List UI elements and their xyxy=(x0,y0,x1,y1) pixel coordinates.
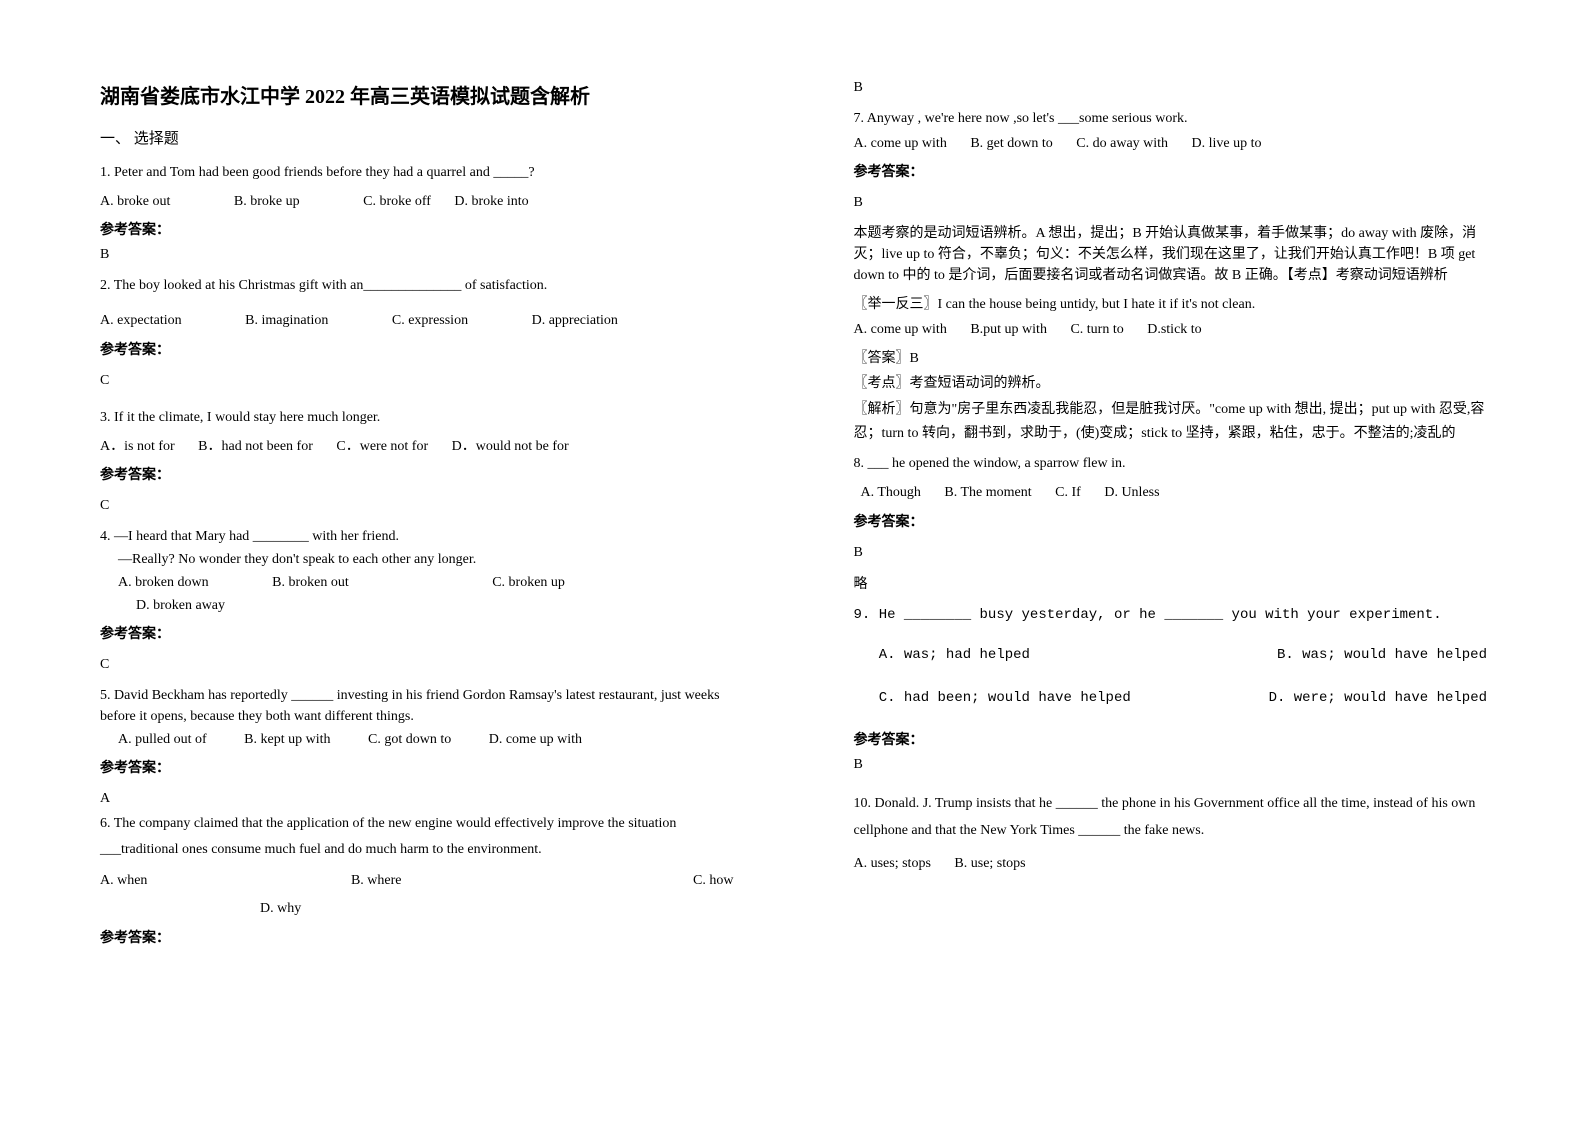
q9-options-r2: C. had been; would have helped D. were; … xyxy=(854,683,1488,714)
q1-opt-b: B. broke up xyxy=(234,191,300,213)
q8-ref: 参考答案： xyxy=(854,511,1488,531)
q4-options-r1: A. broken down B. broken out C. broken u… xyxy=(100,572,734,594)
q3-opt-a: A．is not for xyxy=(100,436,175,458)
q6-opt-d: D. why xyxy=(260,901,301,916)
q2-opt-a: A. expectation xyxy=(100,310,182,332)
q1-ans: B xyxy=(100,247,734,263)
q4-ans: C xyxy=(100,657,734,673)
q6-ans: B xyxy=(854,80,1488,96)
q1-text: 1. Peter and Tom had been good friends b… xyxy=(100,162,734,183)
q4-ref: 参考答案： xyxy=(100,623,734,643)
q4-options-r2: D. broken away xyxy=(100,595,734,617)
q6-options-r1: A. when B. where C. how xyxy=(100,870,734,892)
q9-opt-b: B. was; would have helped xyxy=(1277,640,1487,671)
q7-ex-a: A. come up with xyxy=(854,319,947,341)
q4-opt-c: C. broken up xyxy=(492,575,565,590)
q3-ans: C xyxy=(100,498,734,514)
q7-ex-kd: 〖考点〗考查短语动词的辨析。 xyxy=(854,373,1488,394)
q10-opt-b: B. use; stops xyxy=(954,856,1025,871)
q7-ex-ans: 〖答案〗B xyxy=(854,348,1488,369)
q9-ans: B xyxy=(854,757,1488,773)
q9-text: 9. He ________ busy yesterday, or he ___… xyxy=(854,605,1488,626)
q1-opt-a: A. broke out xyxy=(100,191,170,213)
q8-opt-a: A. Though xyxy=(861,482,921,504)
q4-opt-b: B. broken out xyxy=(272,575,349,590)
section-heading: 一、 选择题 xyxy=(100,127,734,148)
q8-opt-c: C. If xyxy=(1055,482,1081,504)
q4-opt-a: A. broken down xyxy=(118,572,209,594)
q7-options: A. come up with B. get down to C. do awa… xyxy=(854,133,1488,155)
q1-opt-c: C. broke off xyxy=(363,191,431,213)
q2-ref: 参考答案： xyxy=(100,339,734,359)
q3-text: 3. If it the climate, I would stay here … xyxy=(100,407,734,428)
q6-opt-a: A. when xyxy=(100,873,147,888)
q9-ref: 参考答案： xyxy=(854,729,1488,749)
q1-ref: 参考答案： xyxy=(100,219,734,239)
q7-ref: 参考答案： xyxy=(854,161,1488,181)
q2-ans: C xyxy=(100,373,734,389)
page-root: 湖南省娄底市水江中学 2022 年高三英语模拟试题含解析 一、 选择题 1. P… xyxy=(0,0,1587,1122)
q6-ref: 参考答案： xyxy=(100,927,734,947)
q7-opt-b: B. get down to xyxy=(970,133,1052,155)
q6-text: 6. The company claimed that the applicat… xyxy=(100,811,734,861)
q4-l2: —Really? No wonder they don't speak to e… xyxy=(100,549,734,570)
q10-opt-a: A. uses; stops xyxy=(854,853,931,875)
q7-ex-d: D.stick to xyxy=(1147,322,1201,337)
q3-options: A．is not for B．had not been for C．were n… xyxy=(100,436,734,458)
q8-opt-d: D. Unless xyxy=(1104,485,1159,500)
q3-ref: 参考答案： xyxy=(100,464,734,484)
q7-ex-c: C. turn to xyxy=(1070,319,1123,341)
q5-opt-b: B. kept up with xyxy=(244,729,330,751)
q5-text: 5. David Beckham has reportedly ______ i… xyxy=(100,685,734,727)
left-column: 湖南省娄底市水江中学 2022 年高三英语模拟试题含解析 一、 选择题 1. P… xyxy=(0,0,794,1122)
doc-title: 湖南省娄底市水江中学 2022 年高三英语模拟试题含解析 xyxy=(100,80,734,109)
q7-ans: B xyxy=(854,195,1488,211)
q5-options: A. pulled out of B. kept up with C. got … xyxy=(100,729,734,751)
q8-ans: B xyxy=(854,545,1488,561)
q9-opt-a: A. was; had helped xyxy=(879,647,1030,663)
right-column: B 7. Anyway , we're here now ,so let's _… xyxy=(794,0,1587,1122)
q2-opt-d: D. appreciation xyxy=(532,313,618,328)
q7-ex-jx: 〖解析〗句意为"房子里东西凌乱我能忍，但是脏我讨厌。"come up with … xyxy=(854,398,1488,446)
q5-opt-a: A. pulled out of xyxy=(118,729,207,751)
q7-ex-options: A. come up with B.put up with C. turn to… xyxy=(854,319,1488,341)
q3-opt-c: C．were not for xyxy=(336,436,428,458)
q7-explain: 本题考察的是动词短语辨析。A 想出，提出；B 开始认真做某事，着手做某事；do … xyxy=(854,223,1488,286)
q2-opt-b: B. imagination xyxy=(245,310,328,332)
q5-ref: 参考答案： xyxy=(100,757,734,777)
q8-opt-b: B. The moment xyxy=(944,482,1031,504)
q7-opt-c: C. do away with xyxy=(1076,133,1168,155)
q9-opt-c: C. had been; would have helped xyxy=(879,690,1131,706)
q2-options: A. expectation B. imagination C. express… xyxy=(100,310,734,332)
q8-options: A. Though B. The moment C. If D. Unless xyxy=(854,482,1488,504)
q3-opt-d: D．would not be for xyxy=(452,439,569,454)
q6-opt-c: C. how xyxy=(693,870,733,892)
q10-text: 10. Donald. J. Trump insists that he ___… xyxy=(854,791,1488,844)
q5-opt-c: C. got down to xyxy=(368,729,451,751)
q7-ex-b: B.put up with xyxy=(970,319,1047,341)
q5-opt-d: D. come up with xyxy=(489,732,582,747)
q10-options: A. uses; stops B. use; stops xyxy=(854,853,1488,875)
q6-opt-b: B. where xyxy=(351,873,402,888)
q9-opt-d: D. were; would have helped xyxy=(1269,683,1487,714)
q2-opt-c: C. expression xyxy=(392,310,468,332)
q1-options: A. broke out B. broke up C. broke off D.… xyxy=(100,191,734,213)
q4-l1: 4. —I heard that Mary had ________ with … xyxy=(100,526,734,547)
q8-text: 8. ___ he opened the window, a sparrow f… xyxy=(854,453,1488,474)
q7-ex-head: 〖举一反三〗I can the house being untidy, but … xyxy=(854,294,1488,315)
q3-opt-b: B．had not been for xyxy=(198,436,313,458)
q1-opt-d: D. broke into xyxy=(454,191,528,213)
q7-opt-d: D. live up to xyxy=(1192,136,1262,151)
q8-lue: 略 xyxy=(854,573,1488,593)
q5-ans: A xyxy=(100,791,734,807)
q7-opt-a: A. come up with xyxy=(854,133,947,155)
q7-text: 7. Anyway , we're here now ,so let's ___… xyxy=(854,108,1488,129)
q6-options-r2: D. why xyxy=(100,898,734,920)
q9-options-r1: A. was; had helped B. was; would have he… xyxy=(854,640,1488,671)
q2-text: 2. The boy looked at his Christmas gift … xyxy=(100,275,734,296)
q4-opt-d: D. broken away xyxy=(136,598,225,613)
